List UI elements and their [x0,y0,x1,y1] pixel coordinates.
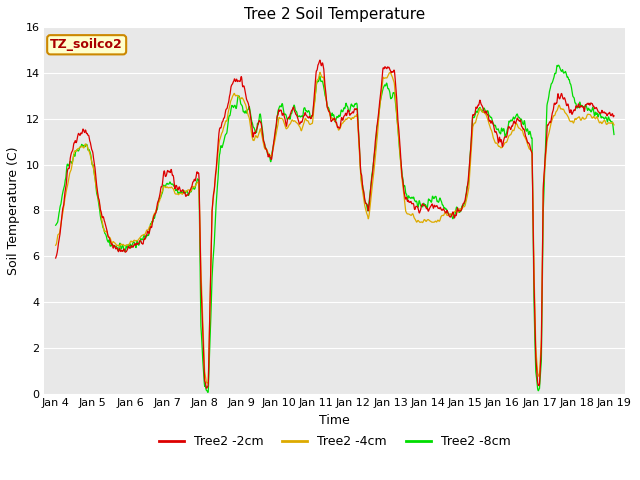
Y-axis label: Soil Temperature (C): Soil Temperature (C) [7,146,20,275]
Legend: Tree2 -2cm, Tree2 -4cm, Tree2 -8cm: Tree2 -2cm, Tree2 -4cm, Tree2 -8cm [154,430,516,453]
Title: Tree 2 Soil Temperature: Tree 2 Soil Temperature [244,7,426,22]
Text: TZ_soilco2: TZ_soilco2 [51,38,123,51]
X-axis label: Time: Time [319,414,350,427]
